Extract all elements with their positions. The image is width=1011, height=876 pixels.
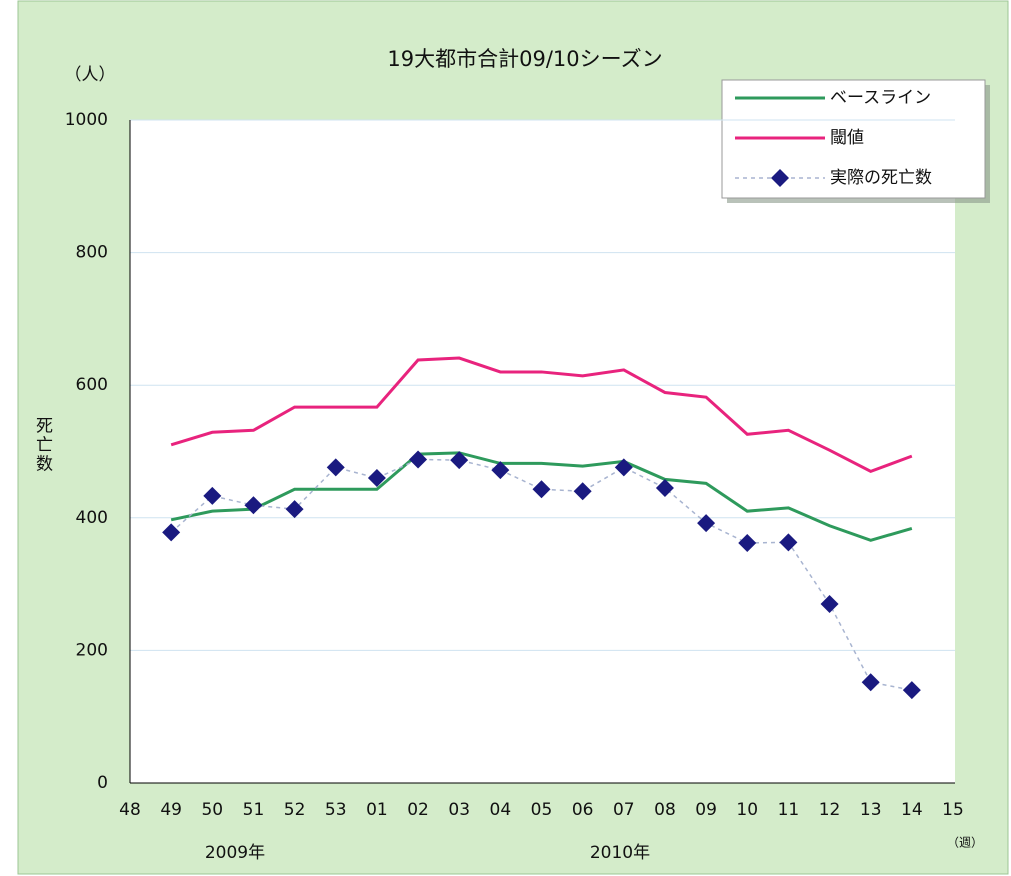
data-point bbox=[162, 523, 181, 542]
x-tick-label: 08 bbox=[654, 800, 676, 820]
legend-label: 実際の死亡数 bbox=[830, 168, 932, 188]
x-tick-label: 51 bbox=[243, 800, 265, 820]
data-point bbox=[738, 533, 757, 552]
data-point bbox=[409, 450, 428, 469]
y-axis-label: 死亡数 bbox=[32, 417, 53, 474]
y-tick-label: 200 bbox=[76, 640, 108, 660]
x-tick-label: 15 bbox=[942, 800, 964, 820]
x-tick-label: 13 bbox=[860, 800, 882, 820]
x-tick-label: 10 bbox=[736, 800, 758, 820]
x-tick-label: 06 bbox=[572, 800, 594, 820]
x-group-label: 2009年 bbox=[205, 843, 265, 863]
y-unit: （人） bbox=[65, 65, 116, 85]
x-tick-label: 09 bbox=[695, 800, 717, 820]
plot-area bbox=[130, 120, 955, 783]
data-point bbox=[244, 496, 263, 515]
x-tick-label: 02 bbox=[407, 800, 429, 820]
data-point bbox=[861, 673, 880, 692]
data-point bbox=[203, 486, 222, 505]
data-point bbox=[697, 514, 716, 533]
data-point bbox=[655, 478, 674, 497]
chart-title: 19大都市合計09/10シーズン bbox=[387, 47, 662, 71]
y-tick-label: 800 bbox=[76, 243, 108, 263]
x-tick-label: 53 bbox=[325, 800, 347, 820]
x-tick-label: 50 bbox=[201, 800, 223, 820]
x-tick-label: 03 bbox=[448, 800, 470, 820]
data-point bbox=[450, 451, 469, 470]
x-group-label: 2010年 bbox=[590, 843, 650, 863]
data-point bbox=[779, 533, 798, 552]
y-tick-label: 600 bbox=[76, 375, 108, 395]
x-tick-label: 12 bbox=[819, 800, 841, 820]
data-point bbox=[902, 681, 921, 700]
x-tick-label: 14 bbox=[901, 800, 923, 820]
x-tick-label: 48 bbox=[119, 800, 141, 820]
x-tick-label: 52 bbox=[284, 800, 306, 820]
data-point bbox=[614, 458, 633, 477]
x-tick-label: 04 bbox=[490, 800, 512, 820]
series-line bbox=[170, 356, 913, 474]
x-unit: （週） bbox=[947, 836, 983, 850]
y-tick-label: 1000 bbox=[65, 110, 108, 130]
series-line bbox=[170, 451, 913, 542]
data-point bbox=[820, 594, 839, 613]
data-point bbox=[326, 458, 345, 477]
y-tick-label: 0 bbox=[97, 773, 108, 793]
x-tick-label: 01 bbox=[366, 800, 388, 820]
legend-label: 閾値 bbox=[830, 128, 864, 148]
data-point bbox=[285, 500, 304, 519]
data-point bbox=[573, 482, 592, 501]
x-tick-label: 49 bbox=[160, 800, 182, 820]
x-tick-label: 11 bbox=[778, 800, 800, 820]
data-point bbox=[532, 480, 551, 499]
x-tick-label: 05 bbox=[531, 800, 553, 820]
y-tick-label: 400 bbox=[76, 508, 108, 528]
legend-marker bbox=[771, 169, 789, 187]
data-point bbox=[491, 461, 510, 480]
legend-label: ベースライン bbox=[830, 88, 931, 108]
data-point bbox=[367, 469, 386, 488]
x-tick-label: 07 bbox=[613, 800, 635, 820]
